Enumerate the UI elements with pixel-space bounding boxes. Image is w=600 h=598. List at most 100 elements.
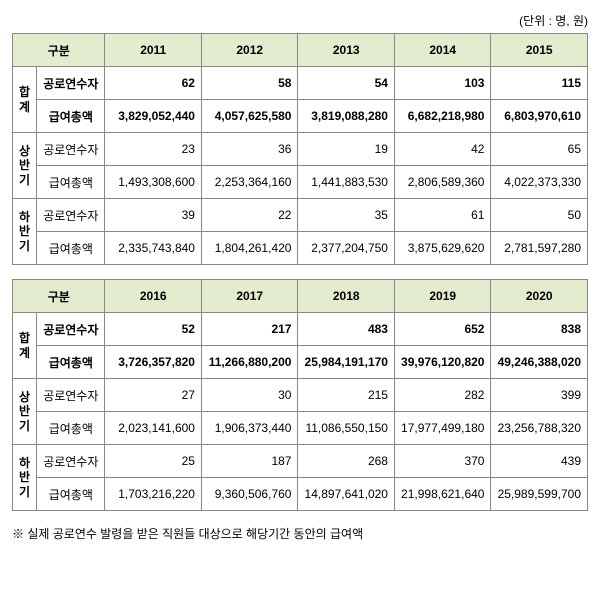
data-row-5: 급여총액2,335,743,8401,804,261,4202,377,204,… <box>13 232 588 265</box>
value-cell: 25 <box>105 445 202 478</box>
value-cell: 11,266,880,200 <box>201 346 298 379</box>
value-cell: 1,906,373,440 <box>201 412 298 445</box>
subcategory-gongro: 공로연수자 <box>37 199 105 232</box>
value-cell: 39 <box>105 199 202 232</box>
header-row: 구분20162017201820192020 <box>13 280 588 313</box>
value-cell: 103 <box>394 67 491 100</box>
data-row-4: 하반기공로연수자25187268370439 <box>13 445 588 478</box>
value-cell: 22 <box>201 199 298 232</box>
value-cell: 9,360,506,760 <box>201 478 298 511</box>
header-year-3: 2014 <box>394 34 491 67</box>
header-year-2: 2018 <box>298 280 395 313</box>
category-sangbangi: 상반기 <box>13 133 37 199</box>
value-cell: 652 <box>394 313 491 346</box>
data-table-0: 구분20112012201320142015합계공로연수자62585410311… <box>12 33 588 265</box>
category-sangbangi: 상반기 <box>13 379 37 445</box>
value-cell: 399 <box>491 379 588 412</box>
category-habangi: 하반기 <box>13 445 37 511</box>
value-cell: 52 <box>105 313 202 346</box>
header-year-4: 2020 <box>491 280 588 313</box>
value-cell: 1,703,216,220 <box>105 478 202 511</box>
value-cell: 21,998,621,640 <box>394 478 491 511</box>
subcategory-gongro: 공로연수자 <box>37 67 105 100</box>
value-cell: 217 <box>201 313 298 346</box>
value-cell: 25,989,599,700 <box>491 478 588 511</box>
value-cell: 35 <box>298 199 395 232</box>
subcategory-geupyeo: 급여총액 <box>37 412 105 445</box>
value-cell: 25,984,191,170 <box>298 346 395 379</box>
data-row-1: 급여총액3,829,052,4404,057,625,5803,819,088,… <box>13 100 588 133</box>
value-cell: 62 <box>105 67 202 100</box>
value-cell: 3,829,052,440 <box>105 100 202 133</box>
subcategory-gongro: 공로연수자 <box>37 445 105 478</box>
subcategory-geupyeo: 급여총액 <box>37 478 105 511</box>
subcategory-gongro: 공로연수자 <box>37 379 105 412</box>
category-hapgye: 합계 <box>13 67 37 133</box>
category-habangi: 하반기 <box>13 199 37 265</box>
header-year-3: 2019 <box>394 280 491 313</box>
data-row-0: 합계공로연수자625854103115 <box>13 67 588 100</box>
value-cell: 483 <box>298 313 395 346</box>
header-gubun: 구분 <box>13 34 105 67</box>
value-cell: 19 <box>298 133 395 166</box>
value-cell: 1,804,261,420 <box>201 232 298 265</box>
value-cell: 439 <box>491 445 588 478</box>
value-cell: 1,441,883,530 <box>298 166 395 199</box>
value-cell: 1,493,308,600 <box>105 166 202 199</box>
category-hapgye: 합계 <box>13 313 37 379</box>
data-row-2: 상반기공로연수자2336194265 <box>13 133 588 166</box>
header-gubun: 구분 <box>13 280 105 313</box>
header-year-0: 2011 <box>105 34 202 67</box>
data-row-0: 합계공로연수자52217483652838 <box>13 313 588 346</box>
subcategory-gongro: 공로연수자 <box>37 313 105 346</box>
value-cell: 42 <box>394 133 491 166</box>
value-cell: 2,335,743,840 <box>105 232 202 265</box>
value-cell: 838 <box>491 313 588 346</box>
value-cell: 370 <box>394 445 491 478</box>
value-cell: 39,976,120,820 <box>394 346 491 379</box>
value-cell: 30 <box>201 379 298 412</box>
value-cell: 282 <box>394 379 491 412</box>
data-table-1: 구분20162017201820192020합계공로연수자52217483652… <box>12 279 588 511</box>
data-row-1: 급여총액3,726,357,82011,266,880,20025,984,19… <box>13 346 588 379</box>
value-cell: 36 <box>201 133 298 166</box>
subcategory-geupyeo: 급여총액 <box>37 166 105 199</box>
value-cell: 115 <box>491 67 588 100</box>
value-cell: 6,803,970,610 <box>491 100 588 133</box>
value-cell: 50 <box>491 199 588 232</box>
value-cell: 2,806,589,360 <box>394 166 491 199</box>
unit-label: (단위 : 명, 원) <box>12 12 588 29</box>
value-cell: 3,726,357,820 <box>105 346 202 379</box>
value-cell: 2,253,364,160 <box>201 166 298 199</box>
subcategory-geupyeo: 급여총액 <box>37 100 105 133</box>
value-cell: 65 <box>491 133 588 166</box>
value-cell: 17,977,499,180 <box>394 412 491 445</box>
value-cell: 11,086,550,150 <box>298 412 395 445</box>
header-year-4: 2015 <box>491 34 588 67</box>
value-cell: 4,022,373,330 <box>491 166 588 199</box>
data-row-2: 상반기공로연수자2730215282399 <box>13 379 588 412</box>
footnote: ※ 실제 공로연수 발령을 받은 직원들 대상으로 해당기간 동안의 급여액 <box>12 525 588 542</box>
value-cell: 2,781,597,280 <box>491 232 588 265</box>
value-cell: 3,819,088,280 <box>298 100 395 133</box>
value-cell: 61 <box>394 199 491 232</box>
value-cell: 215 <box>298 379 395 412</box>
data-row-3: 급여총액2,023,141,6001,906,373,44011,086,550… <box>13 412 588 445</box>
value-cell: 2,377,204,750 <box>298 232 395 265</box>
header-row: 구분20112012201320142015 <box>13 34 588 67</box>
header-year-2: 2013 <box>298 34 395 67</box>
subcategory-geupyeo: 급여총액 <box>37 346 105 379</box>
value-cell: 14,897,641,020 <box>298 478 395 511</box>
value-cell: 268 <box>298 445 395 478</box>
subcategory-gongro: 공로연수자 <box>37 133 105 166</box>
data-row-4: 하반기공로연수자3922356150 <box>13 199 588 232</box>
data-row-3: 급여총액1,493,308,6002,253,364,1601,441,883,… <box>13 166 588 199</box>
value-cell: 187 <box>201 445 298 478</box>
value-cell: 27 <box>105 379 202 412</box>
value-cell: 54 <box>298 67 395 100</box>
value-cell: 2,023,141,600 <box>105 412 202 445</box>
data-row-5: 급여총액1,703,216,2209,360,506,76014,897,641… <box>13 478 588 511</box>
value-cell: 23 <box>105 133 202 166</box>
value-cell: 49,246,388,020 <box>491 346 588 379</box>
value-cell: 3,875,629,620 <box>394 232 491 265</box>
